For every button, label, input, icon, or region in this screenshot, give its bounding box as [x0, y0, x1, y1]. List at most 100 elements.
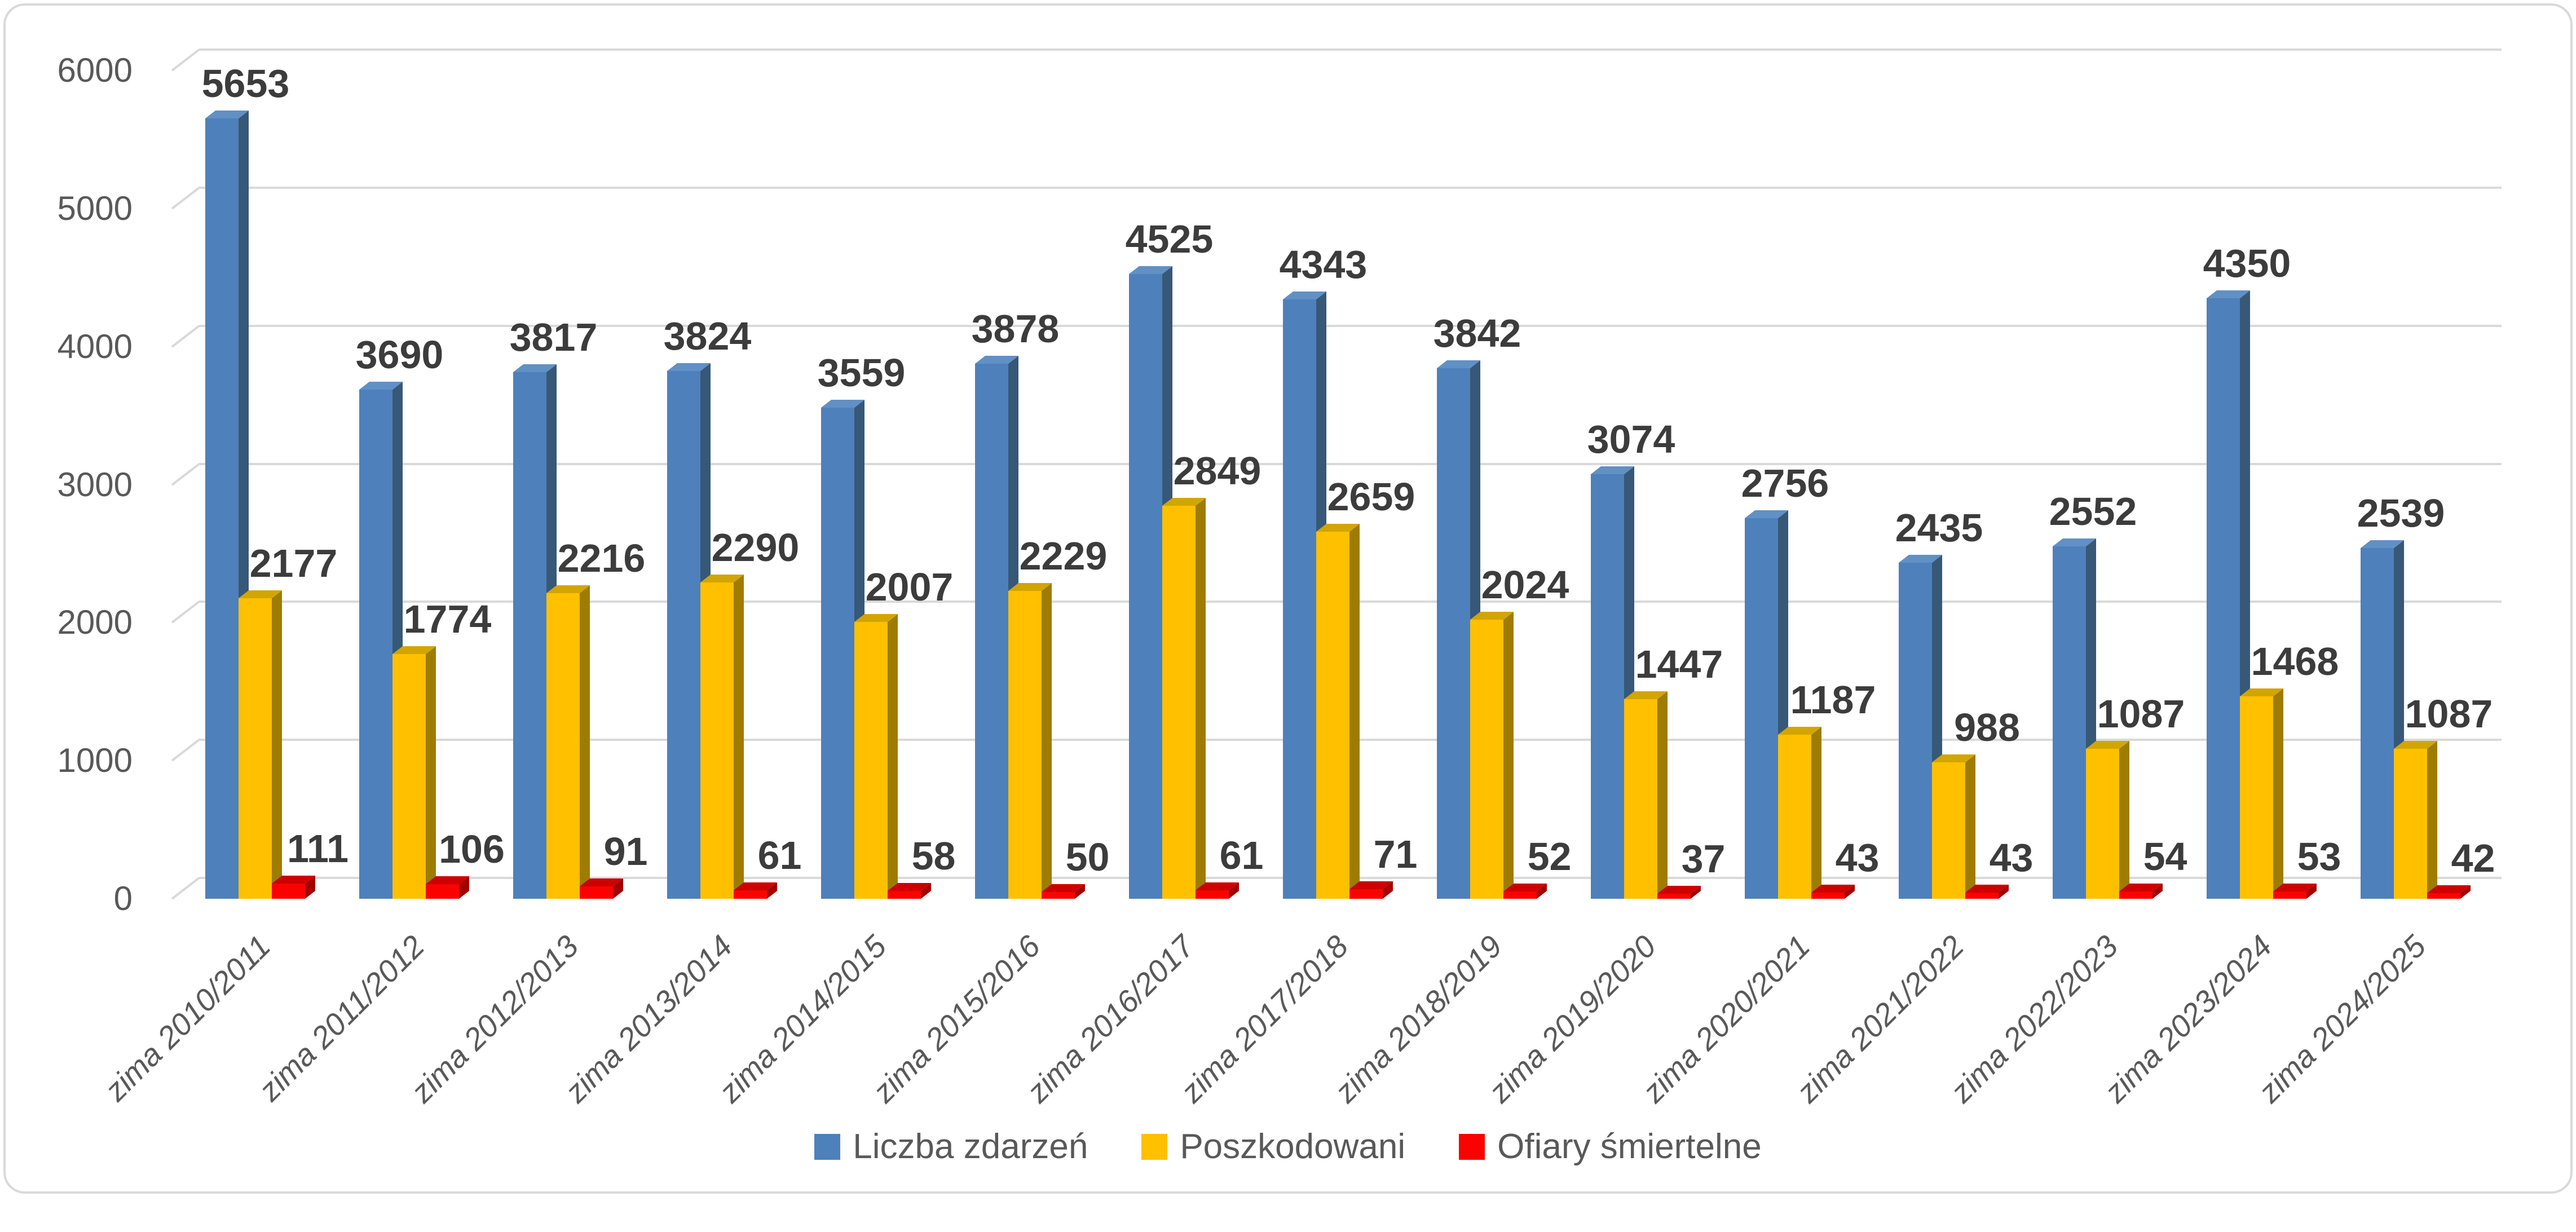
bar-top-fatalities [1349, 881, 1393, 889]
data-label: 5653 [201, 61, 290, 105]
bar-front-fatalities [1042, 892, 1075, 899]
data-label: 106 [439, 827, 505, 871]
data-label: 988 [1954, 705, 2020, 749]
bar-top-injured [1316, 524, 1360, 532]
data-label: 4525 [1125, 217, 1214, 261]
bar-front-events [2053, 546, 2086, 899]
legend-item: Liczba zdarzeń [814, 1127, 1088, 1167]
bar-top-events [975, 356, 1018, 364]
bar-front-fatalities [426, 884, 459, 899]
bar-side-injured [1349, 524, 1360, 899]
data-label: 2024 [1481, 563, 1569, 607]
bar-front-injured [1778, 735, 1811, 899]
x-axis-category-label: zima 2020/2021 [1635, 928, 1817, 1110]
gridline-connector [171, 462, 200, 486]
data-label: 43 [1835, 836, 1880, 880]
x-axis-category-label: zima 2024/2025 [2251, 928, 2433, 1110]
bar-front-fatalities [2273, 891, 2306, 899]
legend-item: Ofiary śmiertelne [1459, 1127, 1762, 1167]
data-label: 1087 [2405, 692, 2493, 736]
bar-front-fatalities [2427, 893, 2460, 899]
bar-side-injured [1965, 754, 1975, 899]
bar-front-events [1591, 474, 1624, 899]
bar-top-injured [700, 575, 744, 582]
gridline-connector [171, 187, 200, 210]
x-axis-category-label: zima 2015/2016 [866, 928, 1047, 1110]
x-axis-category-label: zima 2012/2013 [404, 928, 585, 1110]
bar-top-events [2207, 290, 2250, 298]
bar-front-events [2361, 548, 2394, 899]
data-label: 1774 [403, 597, 492, 641]
data-label: 3559 [817, 351, 906, 395]
x-axis-category-label: zima 2022/2023 [1943, 928, 2125, 1110]
bar-top-fatalities [888, 883, 931, 891]
bar-top-fatalities [2119, 884, 2163, 891]
data-label: 1468 [2251, 639, 2339, 683]
bar-top-events [821, 400, 864, 408]
bar-top-fatalities [1196, 882, 1239, 890]
bar-front-events [821, 408, 854, 899]
bar-side-injured [2427, 741, 2437, 899]
bar-front-events [513, 372, 546, 899]
data-label: 3878 [971, 307, 1060, 351]
bar-top-events [667, 363, 711, 371]
bar-front-fatalities [1349, 889, 1383, 899]
bar-side-injured [1811, 727, 1821, 899]
data-label: 2229 [1019, 534, 1108, 578]
bar-front-injured [1316, 532, 1349, 899]
bar-top-fatalities [1042, 884, 1085, 892]
data-label: 2659 [1327, 475, 1415, 519]
bar-top-events [1745, 510, 1788, 518]
gridline-back [199, 324, 2502, 327]
data-label: 2435 [1895, 506, 1983, 550]
bar-front-injured [2086, 749, 2119, 899]
legend-swatch-icon [1459, 1134, 1485, 1160]
legend-label: Liczba zdarzeń [853, 1127, 1088, 1166]
bar-top-fatalities [272, 876, 315, 884]
bar-top-injured [1778, 727, 1821, 735]
bar-top-fatalities [1657, 886, 1701, 894]
y-axis-tick-label: 0 [113, 880, 133, 917]
bar-side-injured [272, 590, 282, 899]
bar-side-injured [580, 585, 590, 899]
data-label: 52 [1527, 834, 1572, 878]
bar-front-events [1745, 518, 1778, 899]
bar-front-injured [854, 622, 888, 899]
bar-top-injured [239, 590, 282, 598]
bar-top-fatalities [1503, 884, 1547, 891]
data-label: 2290 [711, 526, 800, 569]
data-label: 1187 [1790, 678, 1876, 722]
bar-front-fatalities [1503, 891, 1537, 899]
data-label: 3074 [1587, 417, 1675, 461]
x-axis-category-label: zima 2010/2011 [98, 928, 277, 1108]
bar-side-injured [2119, 741, 2129, 899]
bar-top-events [1129, 266, 1172, 274]
bar-front-events [1899, 563, 1932, 899]
data-label: 2756 [1741, 461, 1829, 505]
bar-front-injured [239, 598, 272, 899]
bar-front-injured [546, 593, 580, 899]
bar-side-injured [426, 646, 436, 899]
legend-label: Ofiary śmiertelne [1497, 1127, 1762, 1166]
legend-label: Poszkodowani [1180, 1127, 1406, 1166]
legend: Liczba zdarzeń Poszkodowani Ofiary śmierte… [0, 1127, 2576, 1167]
bar-side-injured [888, 614, 898, 899]
bar-front-injured [2394, 749, 2427, 899]
bar-front-fatalities [272, 884, 305, 899]
bar-top-events [1437, 360, 1480, 368]
bar-front-injured [1008, 591, 1042, 899]
bar-top-injured [1008, 583, 1052, 591]
bar-top-injured [1624, 691, 1668, 699]
data-label: 1087 [2097, 692, 2185, 736]
bar-top-events [205, 111, 249, 118]
bar-top-events [1591, 466, 1634, 474]
bar-side-injured [1503, 612, 1514, 899]
data-label: 2539 [2357, 491, 2445, 535]
gridline-back [199, 462, 2502, 465]
x-axis-category-label: zima 2019/2020 [1481, 928, 1663, 1110]
x-axis-category-label: zima 2013/2014 [558, 928, 739, 1110]
x-axis-category-label: zima 2014/2015 [712, 928, 893, 1110]
bar-top-fatalities [1965, 885, 2009, 893]
bar-top-fatalities [1811, 885, 1855, 893]
gridline-back [199, 48, 2502, 51]
